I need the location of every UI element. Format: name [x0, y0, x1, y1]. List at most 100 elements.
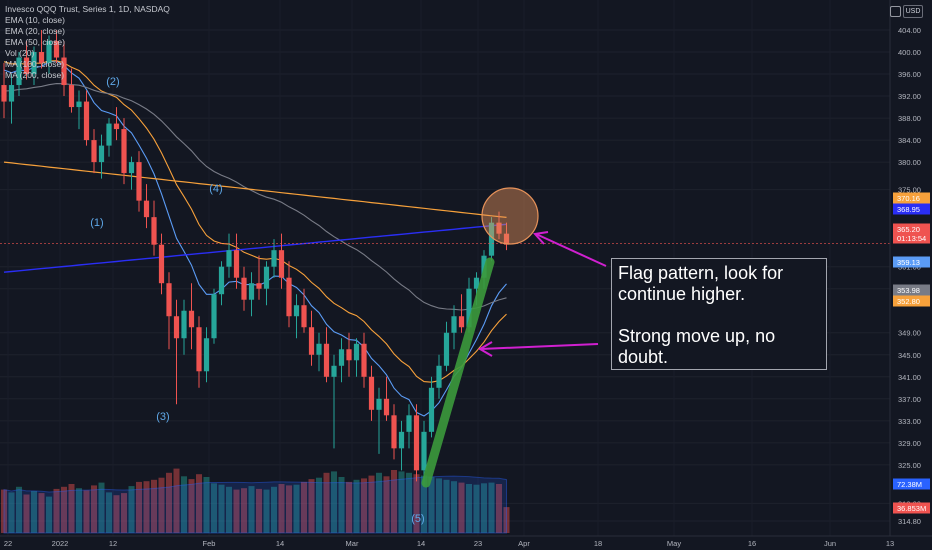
candle: [53, 30, 60, 64]
candle-body: [331, 365, 337, 377]
x-tick-label: 23: [474, 539, 482, 548]
candle: [16, 52, 22, 97]
volume-bar: [451, 481, 457, 533]
drawings: (1) (2) (3) (4) (5): [0, 76, 890, 525]
y-tick-label: 345.00: [898, 351, 921, 360]
candle-body: [68, 85, 75, 108]
candle-body: [218, 266, 225, 295]
volume-bar: [151, 479, 157, 533]
candle-body: [188, 310, 195, 328]
candle-body: [503, 233, 510, 245]
volume-bar: [136, 481, 142, 533]
candle-body: [353, 343, 360, 361]
x-tick-label: Apr: [518, 539, 530, 548]
legend-ema50[interactable]: EMA (50, close): [5, 37, 65, 47]
volume-bar: [398, 471, 405, 533]
candle-body: [436, 365, 442, 388]
candle-body: [346, 349, 352, 361]
candle: [488, 217, 495, 262]
volume-bar: [293, 484, 300, 533]
price-tag-ema20: 352.80: [893, 295, 930, 307]
candle: [406, 404, 412, 449]
volume-bar: [91, 485, 97, 533]
volume-bar: [83, 490, 90, 533]
x-tick-label: May: [667, 539, 681, 548]
legend-ma200[interactable]: MA (200, close): [5, 70, 65, 80]
volume-bar: [8, 492, 15, 533]
x-tick-label: 22: [4, 539, 12, 548]
candle: [413, 404, 420, 482]
volume-bar: [106, 492, 112, 533]
legend-ma100[interactable]: MA (100, close): [5, 59, 65, 69]
candle-body: [338, 349, 345, 366]
candle: [196, 316, 202, 388]
candle-body: [151, 217, 157, 245]
volume-bar: [31, 491, 37, 533]
candle: [91, 129, 97, 174]
candle: [136, 151, 142, 212]
candle-body: [293, 305, 300, 317]
candle: [256, 255, 262, 300]
y-tick-label: 314.80: [898, 517, 921, 526]
volume-bar: [166, 472, 172, 533]
x-tick-label: Mar: [346, 539, 359, 548]
legend[interactable]: Invesco QQQ Trust, Series 1, 1D, NASDAQ …: [5, 4, 170, 81]
price-tag-bg: [893, 232, 930, 244]
y-tick-label: 400.00: [898, 48, 921, 57]
candle: [271, 239, 277, 278]
candle: [241, 266, 247, 311]
candle-body: [31, 52, 37, 75]
volume-bar: [23, 494, 30, 533]
wave-label: (3): [156, 411, 169, 423]
legend-ema10[interactable]: EMA (10, close): [5, 15, 65, 25]
volume-bar: [76, 488, 82, 533]
candle: [308, 310, 315, 366]
x-tick-label: 16: [748, 539, 756, 548]
volume-bar: [1, 489, 7, 533]
price-tag-bg: [893, 284, 930, 296]
volume-ma-area: [3, 475, 507, 534]
y-tick-label: 375.00: [898, 186, 921, 195]
candle: [218, 261, 225, 306]
candle-body: [316, 343, 322, 355]
candle-body: [166, 283, 172, 317]
currency-button[interactable]: USD: [903, 5, 923, 18]
candle-body: [248, 283, 255, 300]
candle-body: [368, 376, 375, 410]
volume-bar: [503, 507, 510, 533]
candle-body: [91, 140, 97, 163]
candle: [263, 261, 270, 306]
arrow-upper: [535, 233, 607, 267]
volume-bar: [121, 493, 127, 533]
y-tick-label: 388.00: [898, 114, 921, 123]
settings-icon[interactable]: [890, 6, 901, 17]
candle-body: [241, 277, 247, 300]
note-line-1: Flag pattern, look for continue higher.: [618, 263, 784, 304]
price-tag-last: 365.20: [893, 223, 930, 235]
legend-vol[interactable]: Vol (20): [5, 48, 35, 58]
volume-bar: [361, 478, 367, 533]
volume-bar: [46, 496, 52, 533]
candle: [301, 288, 307, 333]
candle-body: [23, 57, 30, 75]
legend-ema20[interactable]: EMA (20, close): [5, 26, 65, 36]
candle: [166, 272, 172, 350]
candle: [113, 107, 120, 141]
candle-body: [376, 398, 382, 410]
candle-body: [53, 41, 60, 58]
volume-bar: [286, 485, 292, 533]
price-tag-text: 01:13:54: [897, 234, 926, 243]
price-tag-bg: [893, 223, 930, 235]
candle-body: [46, 41, 52, 64]
volume-bar: [233, 489, 240, 533]
volume-bar: [271, 486, 277, 533]
candle-body: [113, 123, 120, 130]
ema10-line: [3, 60, 507, 417]
candle: [181, 299, 187, 355]
candle: [361, 332, 367, 388]
candle-body: [271, 250, 277, 267]
candle: [8, 74, 15, 124]
candle-body: [496, 222, 502, 234]
candle-body: [211, 294, 217, 339]
